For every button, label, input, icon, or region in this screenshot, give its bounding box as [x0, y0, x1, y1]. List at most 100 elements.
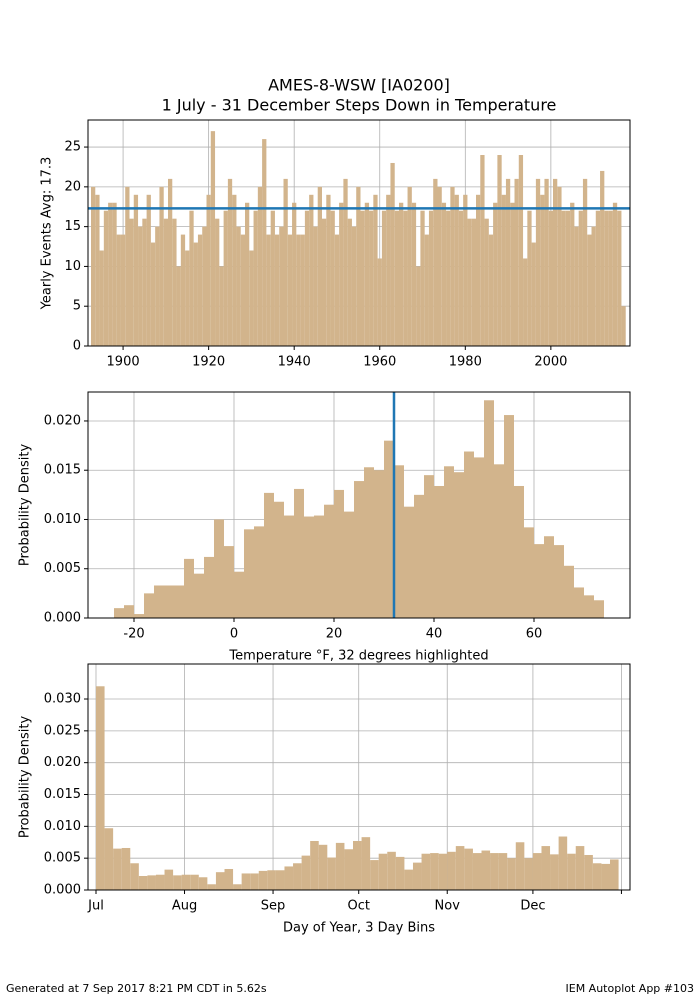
bar	[558, 836, 568, 890]
bar	[501, 194, 506, 346]
bar	[262, 139, 267, 346]
bar	[507, 858, 516, 890]
bar	[421, 853, 431, 890]
bar	[204, 556, 214, 618]
y-tick-label: 0.030	[44, 692, 81, 707]
y-tick-label: 15	[64, 219, 81, 234]
x-tick-label: Dec	[520, 899, 545, 914]
y-tick-label: 20	[64, 179, 81, 194]
bar	[99, 250, 104, 346]
bar	[339, 202, 344, 346]
bar	[214, 519, 224, 618]
bar	[387, 851, 396, 890]
bar	[582, 178, 588, 346]
bar	[420, 210, 425, 346]
bar	[554, 545, 564, 618]
bar	[591, 226, 596, 346]
bar	[180, 234, 186, 346]
bar	[314, 515, 324, 618]
bar	[198, 877, 208, 890]
bar	[155, 874, 165, 890]
bar	[464, 848, 473, 890]
bar	[254, 526, 264, 618]
bar	[113, 848, 122, 890]
bar	[565, 210, 571, 346]
bar	[343, 178, 348, 346]
bar	[510, 202, 515, 346]
bar	[197, 234, 203, 346]
bar	[424, 475, 434, 618]
bar	[347, 218, 352, 346]
bar	[369, 210, 374, 346]
bar	[475, 194, 481, 346]
bar	[130, 863, 139, 890]
bar	[326, 194, 331, 346]
bar	[163, 218, 168, 346]
bar	[120, 234, 126, 346]
bar	[207, 884, 216, 890]
bar	[124, 605, 134, 618]
plot-frame	[87, 391, 631, 619]
bar	[515, 842, 525, 890]
bar	[557, 186, 562, 346]
x-tick-label: Jul	[87, 899, 104, 914]
bar	[284, 866, 294, 890]
bar	[416, 266, 421, 346]
bar	[321, 218, 327, 346]
bar	[458, 210, 464, 346]
bar	[112, 202, 117, 346]
bar	[301, 855, 311, 890]
bar	[446, 210, 451, 346]
bar	[95, 686, 105, 890]
y-tick-label: 0.020	[44, 755, 81, 770]
bar	[283, 178, 288, 346]
bar	[317, 186, 322, 346]
bar	[250, 873, 259, 890]
bar	[206, 194, 211, 346]
bar	[444, 466, 454, 618]
bar	[116, 234, 121, 346]
bar	[202, 226, 207, 346]
bar	[147, 875, 156, 890]
bar	[373, 194, 378, 346]
x-tick-label: Nov	[435, 899, 461, 914]
bar	[224, 868, 234, 890]
y-tick-label: 0.000	[44, 611, 81, 626]
bar	[447, 851, 456, 890]
bar	[327, 857, 336, 890]
bar	[284, 515, 294, 618]
bar	[190, 874, 199, 890]
bar	[232, 194, 237, 346]
bar	[504, 415, 514, 618]
bar	[548, 210, 553, 346]
bar	[334, 234, 340, 346]
bar	[361, 837, 371, 890]
bar	[608, 210, 613, 346]
bar	[600, 170, 605, 346]
bar	[294, 488, 304, 618]
y-tick-label: 25	[64, 140, 81, 155]
bar	[523, 258, 528, 346]
bar	[527, 210, 532, 346]
bar	[488, 234, 494, 346]
plot-frame	[87, 663, 631, 891]
bar	[275, 870, 285, 890]
bar	[344, 511, 354, 618]
bar	[407, 186, 412, 346]
y-tick-label: 0.015	[44, 463, 81, 478]
y-tick-label: 0.025	[44, 723, 81, 738]
bar	[390, 162, 395, 346]
bar	[584, 854, 593, 890]
bar	[310, 840, 319, 890]
bar	[544, 178, 549, 346]
footer-right: IEM Autoplot App #103	[566, 982, 695, 995]
bar	[386, 194, 391, 346]
y-tick-label: 0.010	[44, 819, 81, 834]
bar	[450, 186, 455, 346]
bar	[384, 440, 394, 618]
bar	[535, 178, 541, 346]
bar	[129, 218, 134, 346]
bar	[484, 400, 494, 618]
bar	[364, 467, 374, 618]
